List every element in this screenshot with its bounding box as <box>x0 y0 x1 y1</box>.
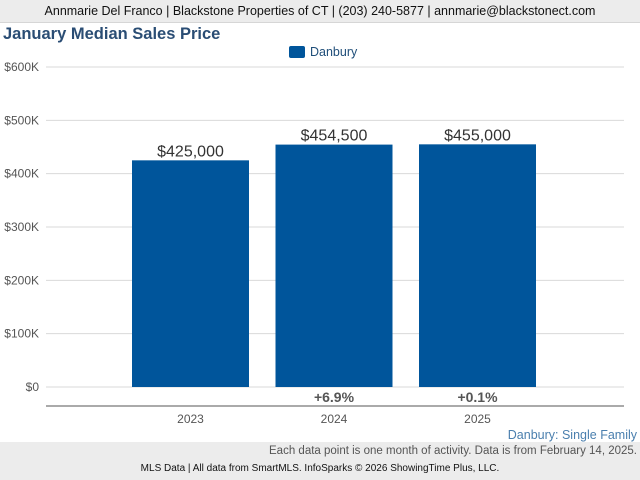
chart-title: January Median Sales Price <box>3 25 221 43</box>
y-tick-label: $500K <box>4 113 39 127</box>
legend[interactable]: Danbury <box>289 45 357 59</box>
x-tick-label: 2023 <box>177 412 204 426</box>
contact-banner: Annmarie Del Franco | Blackstone Propert… <box>0 0 640 23</box>
change-label: +0.1% <box>457 389 498 405</box>
y-tick-label: $0 <box>26 380 40 394</box>
y-tick-label: $600K <box>4 60 39 74</box>
series-note: Danbury: Single Family <box>507 428 637 442</box>
data-note: Each data point is one month of activity… <box>269 445 637 457</box>
y-tick-label: $300K <box>4 220 39 234</box>
y-tick-label: $400K <box>4 167 39 181</box>
bar-2024[interactable] <box>275 144 393 387</box>
change-label: +6.9% <box>314 389 355 405</box>
y-tick-label: $100K <box>4 327 39 341</box>
legend-label: Danbury <box>310 45 358 59</box>
bar-2023[interactable] <box>132 160 249 387</box>
x-tick-label: 2024 <box>321 412 348 426</box>
bars: $425,000 2023 $454,500 +6.9% 2024 $455,000 +0.… <box>132 127 536 426</box>
legend-swatch <box>289 46 305 58</box>
bar-value-label: $454,500 <box>301 128 368 145</box>
bar-value-label: $425,000 <box>157 143 224 160</box>
y-tick-label: $200K <box>4 273 39 287</box>
footer-band <box>0 442 640 480</box>
bar-2025[interactable] <box>419 144 536 387</box>
x-tick-label: 2025 <box>464 412 491 426</box>
bar-chart: $0 $100K $200K $300K $400K $500K $600K $425,00… <box>4 60 624 426</box>
source-credit: MLS Data | All data from SmartMLS. InfoS… <box>140 463 500 474</box>
bar-value-label: $455,000 <box>444 127 511 144</box>
